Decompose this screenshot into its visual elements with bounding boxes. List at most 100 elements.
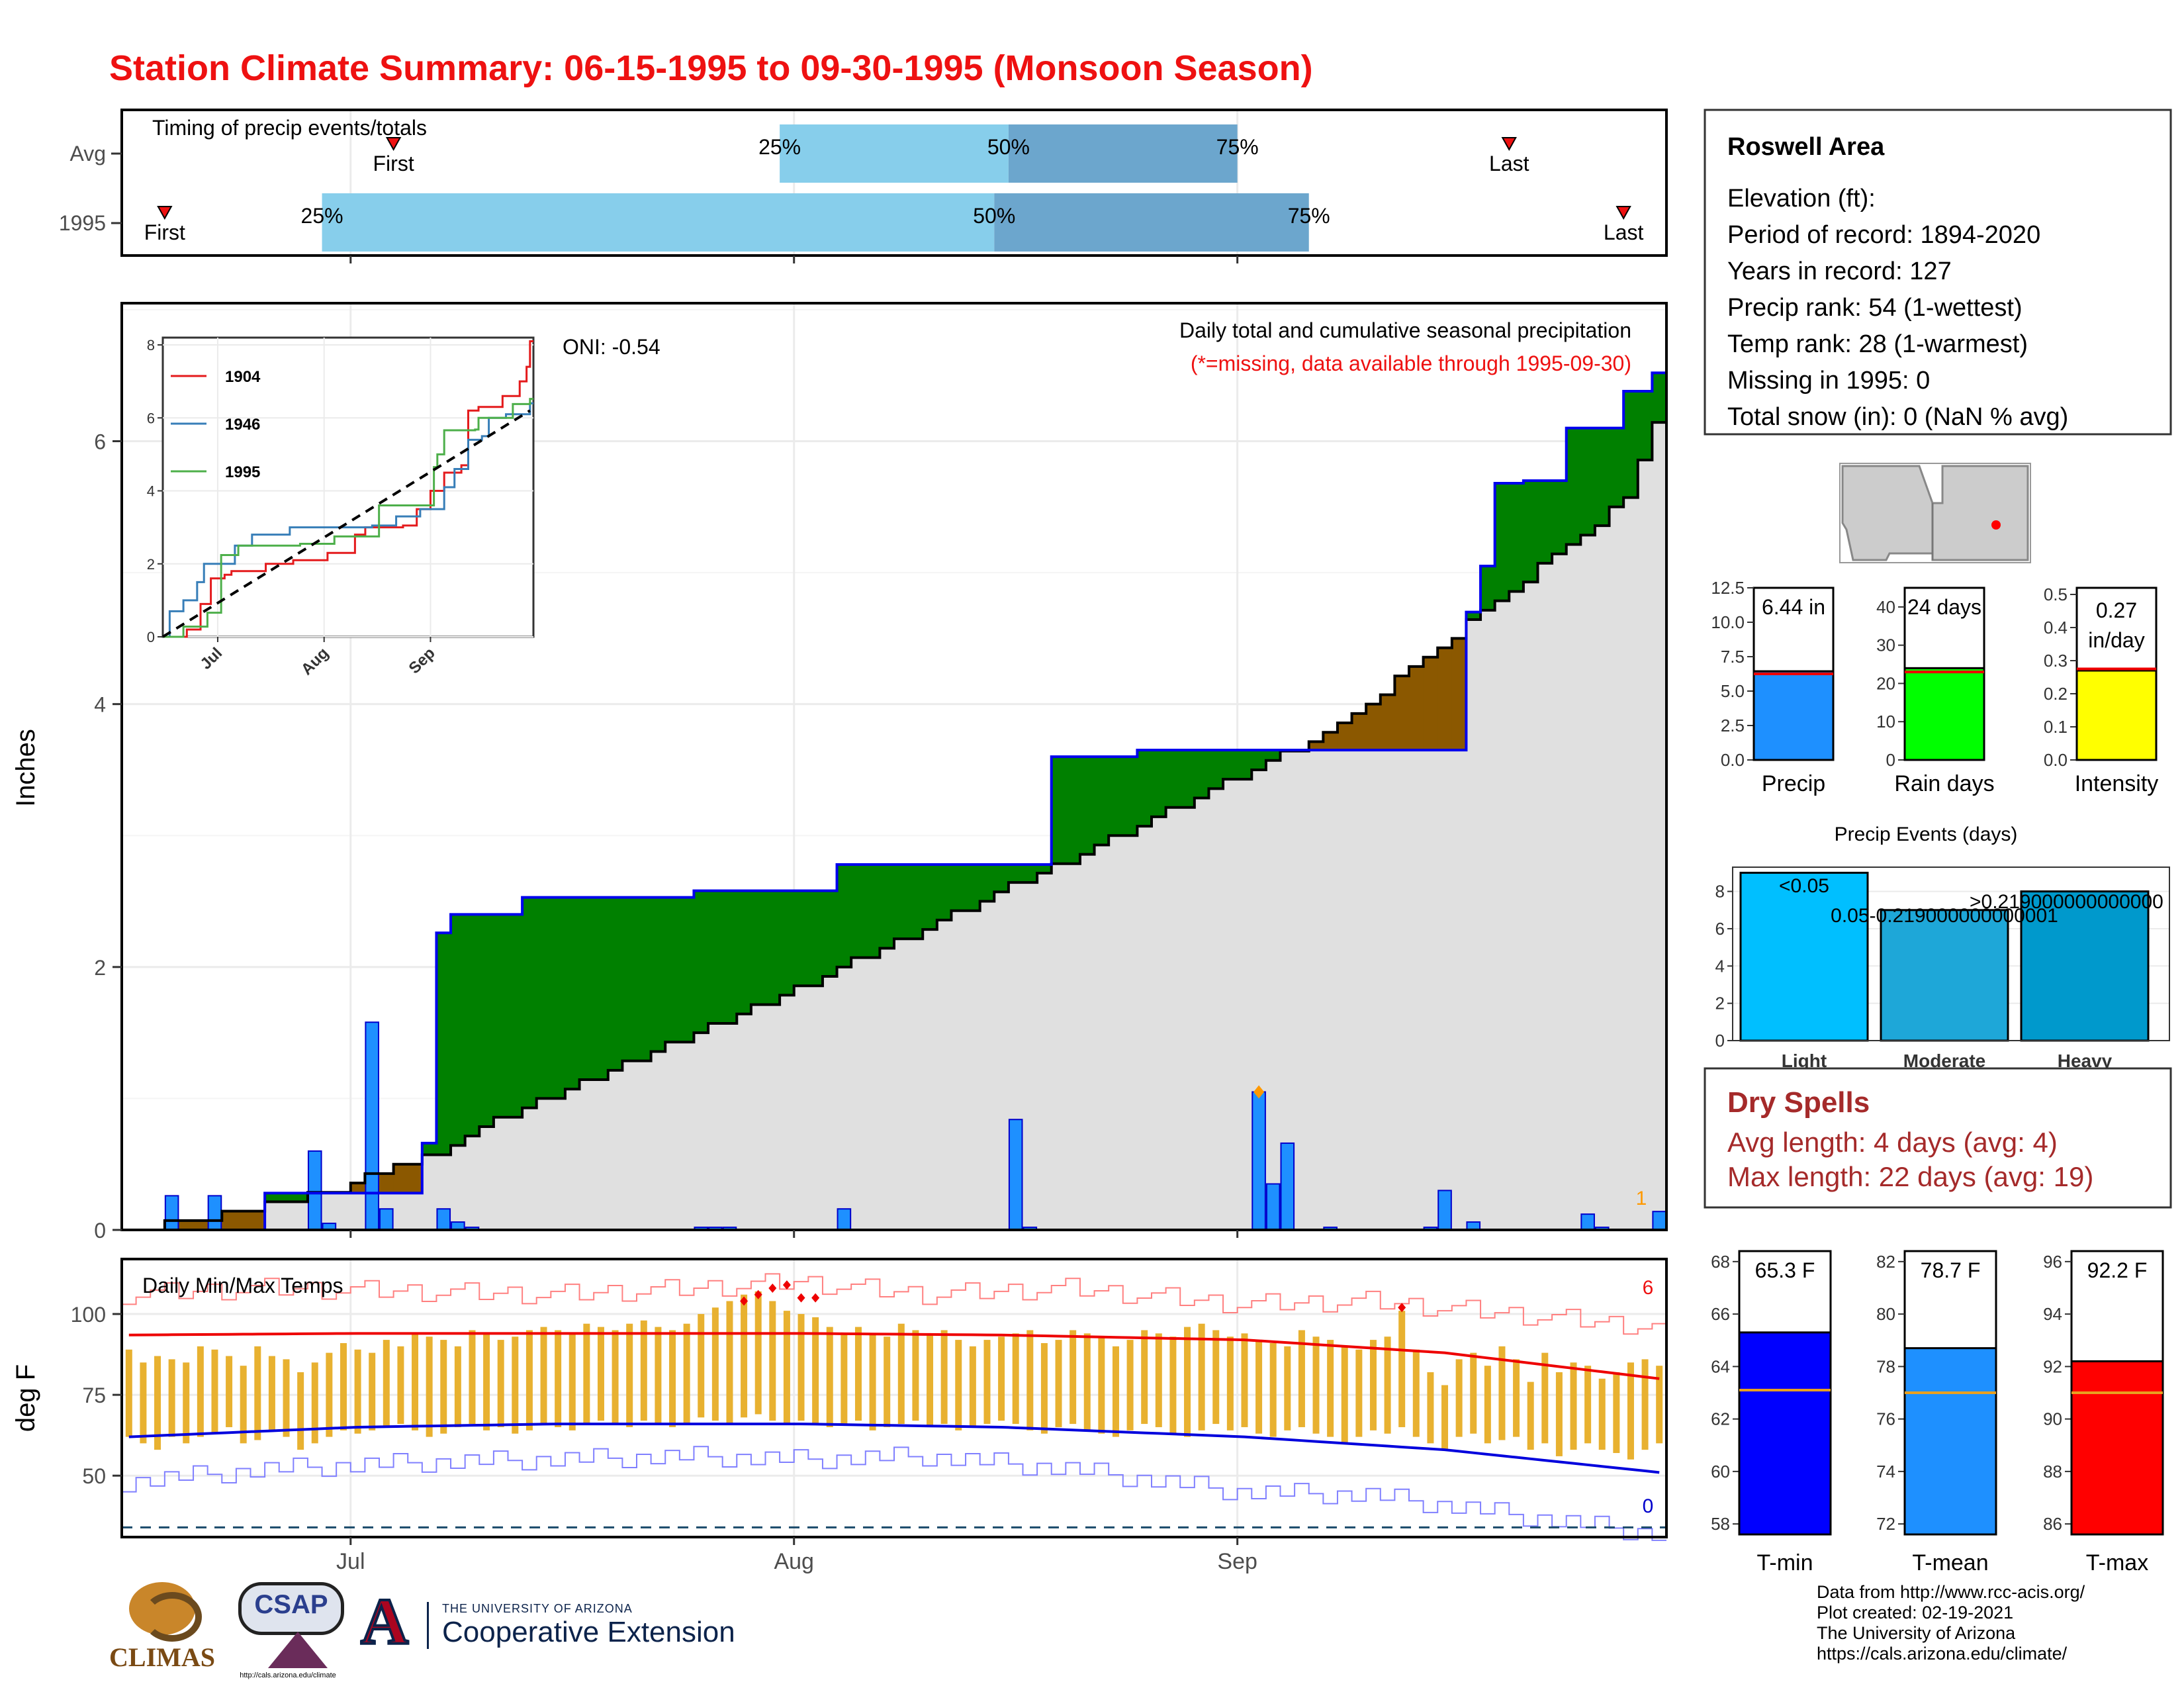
below-average-fill <box>236 1211 251 1230</box>
precip-y-tick-label: 0 <box>94 1219 106 1243</box>
below-average-fill <box>250 1211 265 1230</box>
record-high-marker <box>768 1283 777 1293</box>
daily-precip-bar <box>837 1208 852 1231</box>
mini-panel-name: T-min <box>1757 1550 1813 1575</box>
daily-temp-bar <box>754 1291 762 1415</box>
above-average-fill <box>1165 750 1181 808</box>
daily-temp-bar <box>897 1323 905 1425</box>
precip-y-tick-label: 2 <box>94 956 106 980</box>
station-info-lines: Elevation (ft): Period of record: 1894-20… <box>1727 185 2068 431</box>
above-average-fill <box>551 897 566 1099</box>
daily-temp-bar <box>1555 1372 1563 1456</box>
mini-value-bar <box>1903 667 1985 761</box>
dry-spells-title: Dry Spells <box>1727 1086 1870 1119</box>
above-average-fill <box>594 897 609 1080</box>
above-average-fill <box>1552 481 1567 554</box>
timing-q25-label: 25% <box>301 204 343 228</box>
timing-q50-q75-bar <box>1008 124 1238 183</box>
daily-temp-bar <box>555 1330 562 1427</box>
below-average-fill <box>1351 713 1367 751</box>
daily-temp-bar <box>454 1346 461 1427</box>
daily-temp-bar <box>1141 1330 1148 1425</box>
daily-temp-bar <box>1241 1333 1248 1427</box>
daily-temp-bar <box>1627 1362 1634 1460</box>
events-y-tick-label: 4 <box>1715 956 1725 976</box>
daily-temp-bar <box>426 1336 433 1437</box>
inset-y-tick-label: 4 <box>147 483 155 500</box>
above-average-fill <box>1208 750 1224 789</box>
above-average-fill <box>951 864 966 911</box>
above-average-fill <box>1066 757 1081 864</box>
mini-value-label: 0.27 <box>2096 598 2137 622</box>
station-info-line: Missing in 1995: 0 <box>1727 367 1930 395</box>
above-average-fill <box>1580 428 1596 536</box>
inset-y-tick-label: 2 <box>147 556 155 573</box>
mini-y-tick-label: 0.4 <box>2044 618 2068 637</box>
timing-q50-label: 50% <box>973 204 1015 228</box>
above-average-fill <box>1152 750 1167 817</box>
mini-y-tick-label: 58 <box>1711 1514 1730 1534</box>
daily-temp-bar <box>140 1362 147 1444</box>
daily-temp-bar <box>1298 1330 1305 1427</box>
daily-temp-bar <box>1513 1359 1520 1437</box>
daily-temp-bar <box>1184 1327 1191 1437</box>
daily-temp-bar <box>1355 1349 1363 1437</box>
record-high-marker <box>1398 1303 1406 1313</box>
mini-y-tick-label: 94 <box>2043 1304 2062 1324</box>
below-average-fill <box>222 1211 237 1230</box>
daily-temp-bar <box>854 1327 862 1421</box>
events-label-clip <box>2171 880 2184 920</box>
timing-first-marker <box>157 206 173 220</box>
temp-y-tick-label: 50 <box>82 1464 106 1488</box>
events-y-tick-label: 0 <box>1715 1031 1725 1051</box>
above-average-fill <box>1051 757 1066 864</box>
season-total-bars: 0.0 2.5 5.0 7.5 10.0 12.5 6.44 in Precip 0 10 20 30… <box>1711 578 2158 796</box>
daily-temp-bar <box>1055 1340 1062 1427</box>
daily-temp-bar <box>197 1346 204 1437</box>
above-average-fill <box>1494 483 1510 601</box>
daily-temp-bar <box>326 1352 333 1437</box>
above-average-fill <box>765 890 780 1005</box>
below-average-fill <box>1366 704 1381 751</box>
above-average-fill <box>1652 373 1667 423</box>
daily-temp-bar <box>640 1320 647 1421</box>
daily-temp-bar <box>512 1336 519 1434</box>
daily-temp-bar <box>412 1333 419 1430</box>
daily-temp-bar <box>283 1359 290 1437</box>
above-average-fill <box>1180 750 1195 808</box>
events-y-tick-label: 6 <box>1715 919 1725 939</box>
daily-temp-bar <box>254 1346 261 1440</box>
mini-y-tick-label: 0.3 <box>2044 651 2068 671</box>
below-average-fill <box>1423 657 1438 751</box>
above-average-fill <box>694 890 709 1033</box>
above-average-fill <box>1237 750 1252 780</box>
mini-y-tick-label: 92 <box>2043 1356 2062 1376</box>
mini-y-tick-label: 0.1 <box>2044 717 2068 737</box>
temp-y-axis-label: deg F <box>11 1364 40 1432</box>
daily-temp-bar <box>1527 1382 1534 1450</box>
daily-temp-bar <box>1570 1362 1577 1450</box>
daily-temp-bar <box>1083 1333 1091 1430</box>
logo-strip: CLIMAS CSAP http://cals.arizona.edu/clim… <box>109 1575 758 1681</box>
daily-precip-bar <box>1008 1119 1023 1231</box>
events-frame <box>1732 867 2170 1041</box>
daily-temp-bar <box>783 1311 790 1425</box>
daily-temp-bar <box>1198 1323 1205 1430</box>
ua-logo-mark: A <box>359 1585 410 1658</box>
timing-q25-q50-bar <box>780 124 1009 183</box>
events-y-tick-label: 8 <box>1715 882 1725 902</box>
average-max-line <box>128 1332 1660 1380</box>
daily-temp-bar <box>940 1330 948 1425</box>
daily-temp-bar <box>497 1340 504 1427</box>
daily-precip-bar <box>207 1195 222 1231</box>
daily-temp-bar <box>1269 1342 1277 1437</box>
daily-temp-bar <box>1341 1346 1348 1444</box>
mini-y-tick-label: 86 <box>2043 1514 2062 1534</box>
above-average-fill <box>465 914 480 1137</box>
mini-panel-name: Intensity <box>2075 771 2159 796</box>
events-bar <box>1739 871 1869 1042</box>
